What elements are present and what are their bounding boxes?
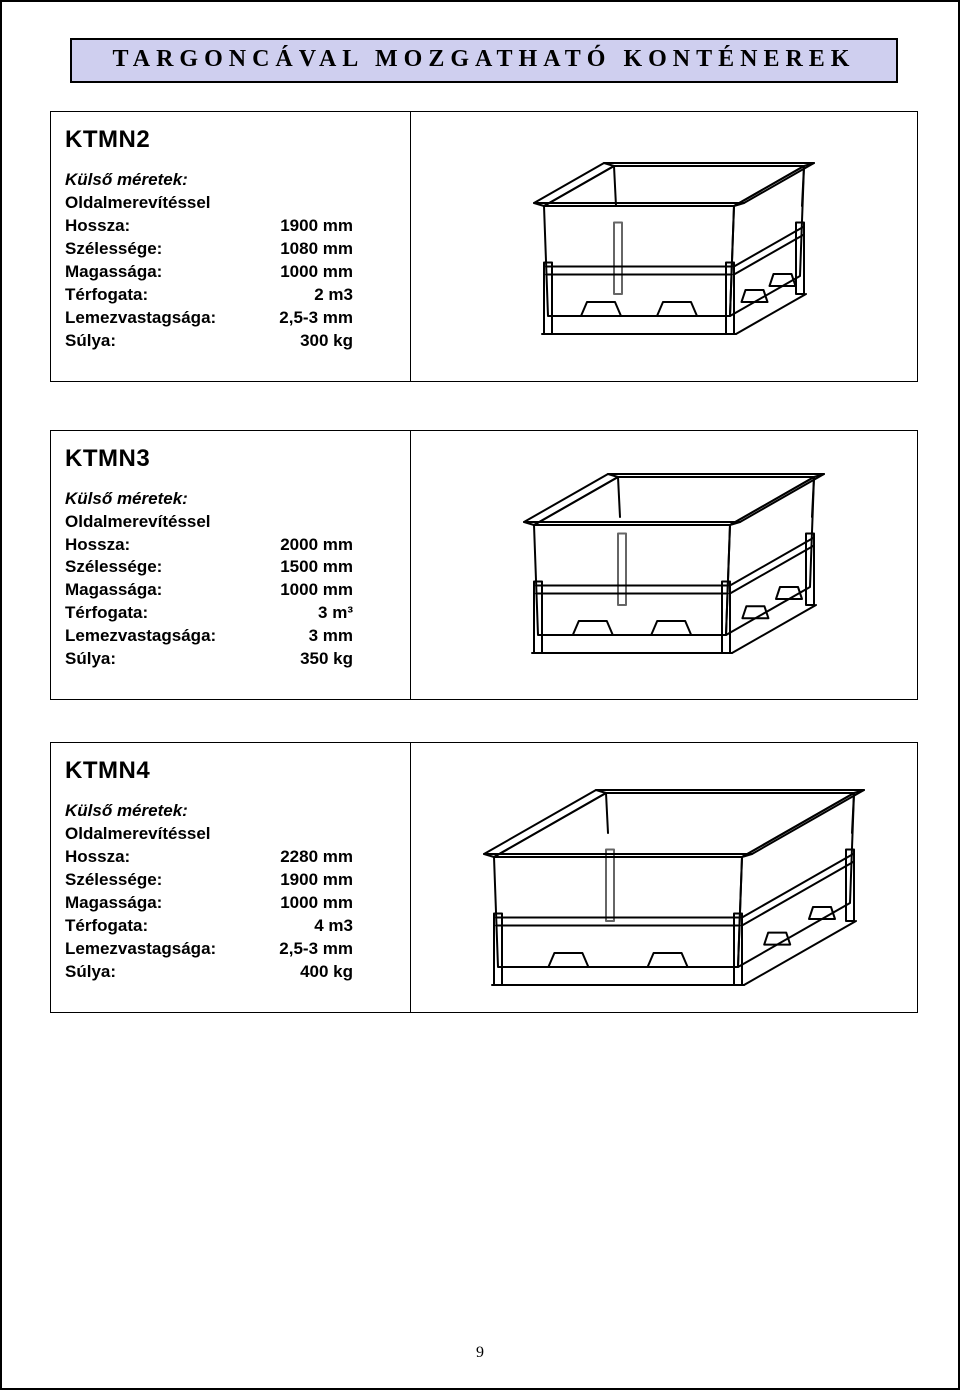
spec-label: Lemezvastagsága:: [65, 625, 245, 648]
product-section-ktmn3: KTMN3 Külső méretek:OldalmerevítésselHoss…: [50, 430, 918, 701]
spec-label: Hossza:: [65, 534, 245, 557]
spec-label: Térfogata:: [65, 915, 245, 938]
spec-value: 400 kg: [245, 961, 365, 984]
spec-value: 1000 mm: [245, 261, 365, 284]
spec-value: 2,5-3 mm: [245, 938, 365, 961]
spec-line: Szélessége:1900 mm: [65, 869, 398, 892]
spec-label: Lemezvastagsága:: [65, 938, 245, 961]
product-section-ktmn4: KTMN4 Külső méretek:OldalmerevítésselHoss…: [50, 742, 918, 1013]
spec-value: 300 kg: [245, 330, 365, 353]
spec-label: Hossza:: [65, 215, 245, 238]
spec-note-text: Oldalmerevítéssel: [65, 192, 245, 215]
spec-list: OldalmerevítésselHossza:2000 mmSzélesség…: [65, 511, 398, 672]
container-drawing: [411, 112, 917, 381]
spec-value: 1500 mm: [245, 556, 365, 579]
spec-note: Oldalmerevítéssel: [65, 823, 398, 846]
spec-label: Lemezvastagsága:: [65, 307, 245, 330]
spec-label: Súlya:: [65, 961, 245, 984]
spec-subhead: Külső méretek:: [65, 801, 398, 821]
spec-value: 2 m3: [245, 284, 365, 307]
spec-label: Szélessége:: [65, 556, 245, 579]
spec-line: Lemezvastagsága:2,5-3 mm: [65, 938, 398, 961]
spec-line: Hossza:2000 mm: [65, 534, 398, 557]
spec-value: 2,5-3 mm: [245, 307, 365, 330]
model-code: KTMN4: [65, 757, 398, 785]
spec-label: Térfogata:: [65, 284, 245, 307]
spec-cell: KTMN2 Külső méretek:OldalmerevítésselHoss…: [51, 112, 411, 381]
spec-line: Magassága:1000 mm: [65, 579, 398, 602]
spec-list: OldalmerevítésselHossza:1900 mmSzélesség…: [65, 192, 398, 353]
spec-value: 350 kg: [245, 648, 365, 671]
spec-line: Hossza:1900 mm: [65, 215, 398, 238]
spec-line: Lemezvastagsága:2,5-3 mm: [65, 307, 398, 330]
spec-line: Szélessége:1500 mm: [65, 556, 398, 579]
spec-line: Hossza:2280 mm: [65, 846, 398, 869]
spec-line: Súlya:350 kg: [65, 648, 398, 671]
spec-line: Súlya:400 kg: [65, 961, 398, 984]
spec-label: Súlya:: [65, 648, 245, 671]
spec-label: Szélessége:: [65, 869, 245, 892]
model-code: KTMN3: [65, 445, 398, 473]
spec-line: Lemezvastagsága:3 mm: [65, 625, 398, 648]
spec-label: Magassága:: [65, 892, 245, 915]
spec-cell: KTMN3 Külső méretek:OldalmerevítésselHoss…: [51, 431, 411, 700]
spec-value: 1000 mm: [245, 892, 365, 915]
spec-label: Magassága:: [65, 261, 245, 284]
spec-value: 3 m³: [245, 602, 365, 625]
spec-subhead: Külső méretek:: [65, 489, 398, 509]
spec-value: 1000 mm: [245, 579, 365, 602]
spec-cell: KTMN4 Külső méretek:OldalmerevítésselHoss…: [51, 743, 411, 1012]
spec-line: Súlya:300 kg: [65, 330, 398, 353]
model-code: KTMN2: [65, 126, 398, 154]
spec-subhead: Külső méretek:: [65, 170, 398, 190]
spec-note-text: Oldalmerevítéssel: [65, 823, 245, 846]
spec-value: 3 mm: [245, 625, 365, 648]
spec-label: Magassága:: [65, 579, 245, 602]
spec-label: Súlya:: [65, 330, 245, 353]
spec-value: 1900 mm: [245, 869, 365, 892]
spec-note-text: Oldalmerevítéssel: [65, 511, 245, 534]
page: TARGONCÁVAL MOZGATHATÓ KONTÉNEREK KTMN2K…: [0, 0, 960, 1390]
spec-line: Térfogata:4 m3: [65, 915, 398, 938]
spec-label: Hossza:: [65, 846, 245, 869]
spec-value: 1080 mm: [245, 238, 365, 261]
spec-value: 4 m3: [245, 915, 365, 938]
page-number: 9: [2, 1344, 958, 1362]
spec-line: Magassága:1000 mm: [65, 261, 398, 284]
spec-line: Térfogata:2 m3: [65, 284, 398, 307]
spec-line: Magassága:1000 mm: [65, 892, 398, 915]
spec-line: Szélessége:1080 mm: [65, 238, 398, 261]
spec-line: Térfogata:3 m³: [65, 602, 398, 625]
spec-label: Térfogata:: [65, 602, 245, 625]
spec-value: 2280 mm: [245, 846, 365, 869]
product-section-ktmn2: KTMN2 Külső méretek:OldalmerevítésselHoss…: [50, 111, 918, 382]
spec-value: 1900 mm: [245, 215, 365, 238]
spec-list: OldalmerevítésselHossza:2280 mmSzélesség…: [65, 823, 398, 984]
page-title: TARGONCÁVAL MOZGATHATÓ KONTÉNEREK: [113, 46, 856, 72]
spec-note: Oldalmerevítéssel: [65, 511, 398, 534]
spec-value: 2000 mm: [245, 534, 365, 557]
spec-note: Oldalmerevítéssel: [65, 192, 398, 215]
page-title-bar: TARGONCÁVAL MOZGATHATÓ KONTÉNEREK: [70, 38, 898, 83]
spec-label: Szélessége:: [65, 238, 245, 261]
container-drawing: [411, 743, 917, 1012]
container-drawing: [411, 431, 917, 700]
